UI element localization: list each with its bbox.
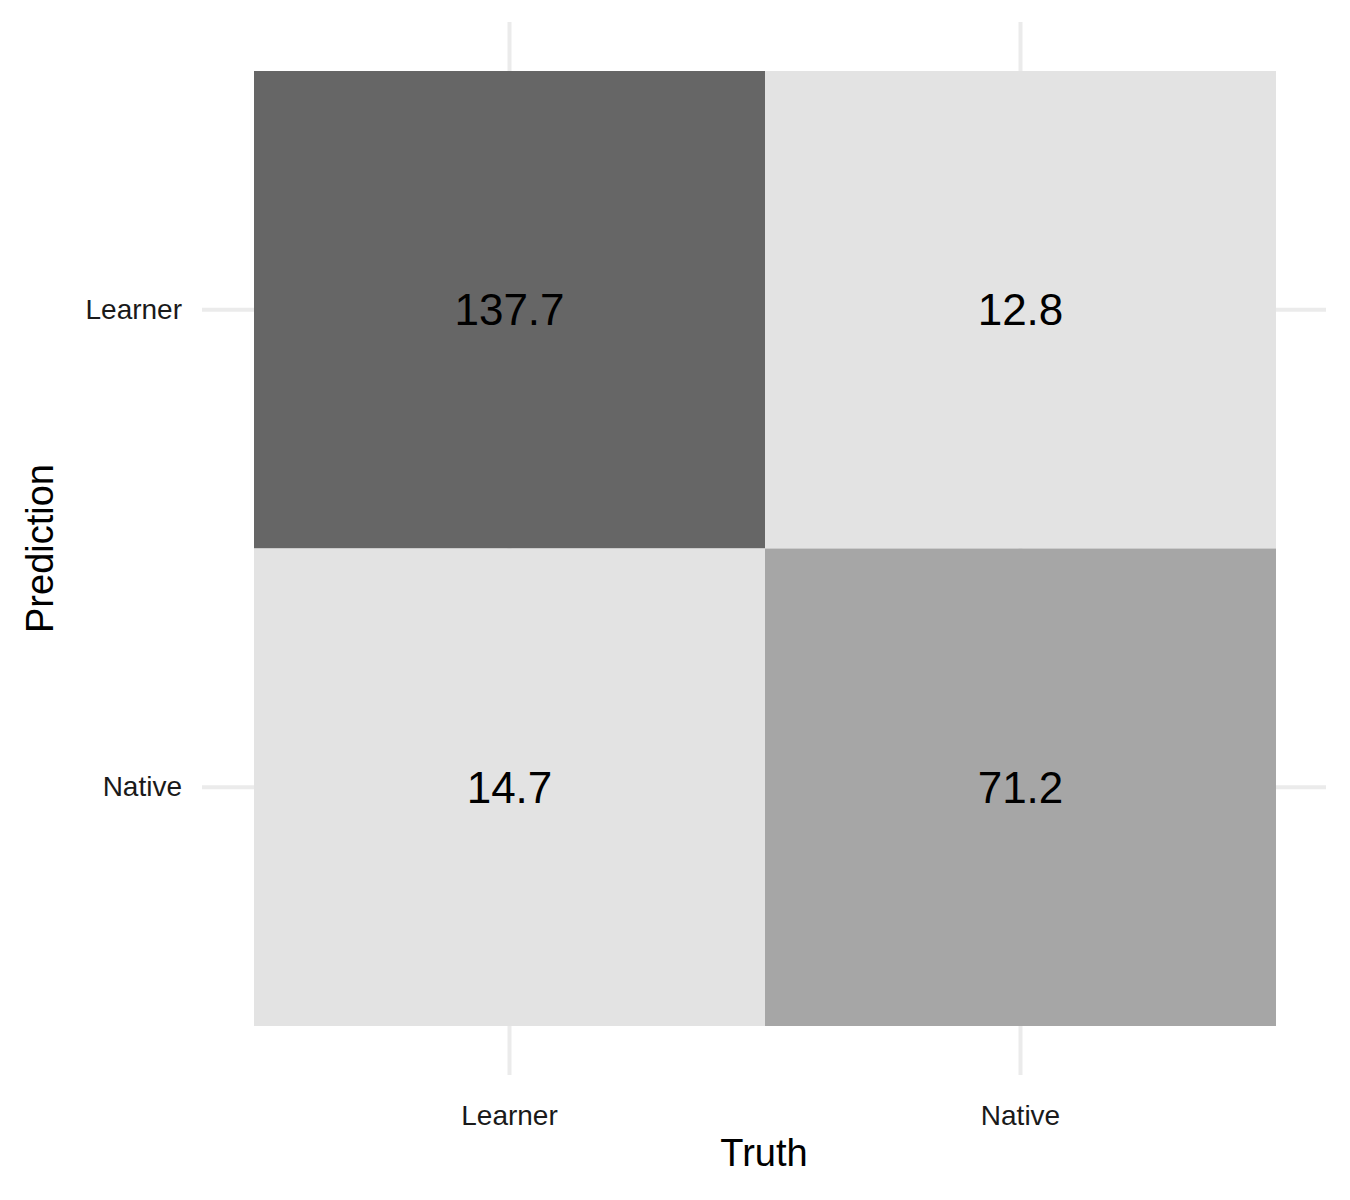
axis-line bbox=[255, 1085, 1277, 1086]
cell-labels: 137.7 12.8 14.7 71.2 bbox=[454, 285, 1063, 812]
cell-label: 137.7 bbox=[454, 285, 564, 334]
y-axis: Learner Native bbox=[85, 72, 182, 1027]
tick: Learner bbox=[461, 1085, 558, 1131]
x-axis-title: Truth bbox=[720, 1132, 807, 1174]
cell bbox=[765, 71, 1276, 549]
tick: Native bbox=[103, 771, 182, 802]
tick-label: Native bbox=[103, 771, 182, 802]
cell bbox=[765, 549, 1276, 1027]
cell bbox=[254, 71, 765, 549]
tick-label: Learner bbox=[461, 1100, 558, 1131]
tick-label: Native bbox=[981, 1100, 1060, 1131]
x-axis: Learner Native bbox=[255, 1085, 1277, 1131]
chart: 137.7 12.8 14.7 71.2 Learner Native Learner Nat… bbox=[0, 0, 1350, 1200]
cell bbox=[254, 549, 765, 1027]
grid bbox=[202, 22, 1326, 1075]
cell-label: 12.8 bbox=[978, 285, 1064, 334]
cells bbox=[254, 71, 1276, 1026]
y-axis-title: Prediction bbox=[19, 464, 61, 633]
cell-label: 14.7 bbox=[467, 763, 553, 812]
axis-line bbox=[182, 72, 183, 1027]
tick: Learner bbox=[85, 294, 182, 325]
tick: Native bbox=[981, 1085, 1060, 1131]
cell-label: 71.2 bbox=[978, 763, 1064, 812]
tick-label: Learner bbox=[85, 294, 182, 325]
